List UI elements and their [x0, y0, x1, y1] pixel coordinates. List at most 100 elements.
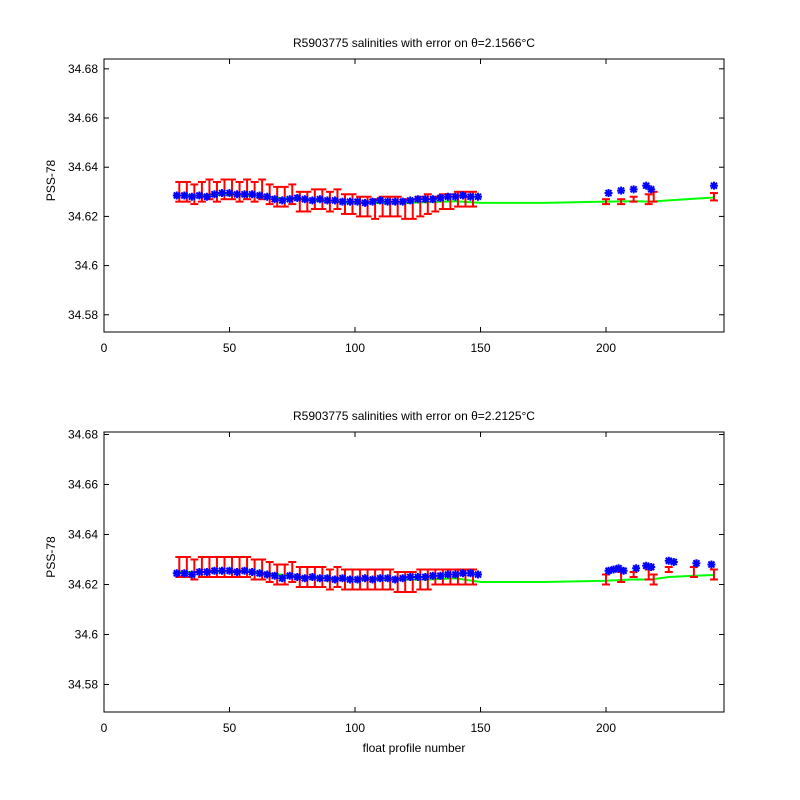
x-tick-label: 100 [345, 341, 365, 355]
plot-content [172, 556, 718, 593]
data-point [391, 197, 400, 206]
x-tick-label: 150 [471, 721, 491, 735]
data-point [255, 569, 264, 578]
data-point [240, 566, 249, 575]
x-tick-label: 50 [223, 721, 237, 735]
data-point [233, 190, 242, 199]
chart-title: R5903775 salinities with error on θ=2.15… [293, 36, 535, 50]
data-point [308, 573, 317, 581]
data-point [474, 570, 483, 579]
data-point [233, 568, 242, 576]
error-bar [629, 195, 638, 203]
chart-panel-2: 0 50 100 150 200 34.58 34.6 34.62 34.64 34.66 34.6… [44, 409, 725, 755]
data-point [368, 197, 377, 206]
y-tick-label: 34.64 [68, 528, 98, 542]
data-point [413, 195, 422, 204]
y-tick-label: 34.58 [68, 678, 98, 692]
data-point [330, 196, 339, 205]
data-point [451, 570, 460, 579]
data-point [202, 568, 211, 576]
data-point [458, 191, 467, 200]
data-point [248, 190, 257, 199]
chart-panel-1: 0 50 100 150 200 34.58 34.6 34.62 34.64 34.66 34.6… [44, 36, 725, 355]
data-point [376, 574, 385, 583]
data-point [632, 564, 641, 573]
data-point [383, 574, 392, 583]
data-point [255, 191, 264, 200]
data-point [709, 181, 718, 190]
y-tick-label: 34.62 [68, 209, 98, 223]
data-point [278, 574, 287, 583]
y-tick-label: 34.6 [75, 628, 99, 642]
data-point [323, 196, 332, 205]
data-point [172, 569, 181, 578]
data-point [187, 192, 196, 201]
data-point [315, 195, 324, 204]
data-point [293, 573, 302, 581]
error-bar [649, 573, 658, 586]
data-point [270, 195, 279, 204]
data-point [285, 195, 294, 204]
data-point [383, 197, 392, 206]
y-tick-label: 34.64 [68, 160, 98, 174]
data-point [421, 573, 430, 581]
data-point [187, 570, 196, 579]
plot-content [172, 178, 718, 220]
y-axis-label: PSS-78 [44, 159, 58, 201]
data-point [270, 571, 279, 580]
data-point [345, 575, 354, 584]
y-tick-label: 34.66 [68, 478, 98, 492]
data-point [458, 569, 467, 578]
data-point [428, 195, 437, 204]
data-point [629, 185, 638, 194]
error-bar [602, 198, 611, 206]
data-point [617, 186, 626, 195]
y-tick-label: 34.6 [75, 259, 99, 273]
data-point [278, 196, 287, 205]
y-axis-label: PSS-78 [44, 536, 58, 578]
data-point [338, 197, 347, 206]
x-tick-label: 50 [223, 341, 237, 355]
data-point [443, 192, 452, 201]
x-tick-label: 100 [345, 721, 365, 735]
error-bar [709, 192, 718, 202]
data-point [180, 191, 189, 200]
error-bar [709, 568, 718, 581]
data-point [398, 197, 407, 206]
data-point [263, 192, 272, 201]
data-point [210, 190, 219, 199]
data-point [293, 193, 302, 202]
data-point [345, 197, 354, 206]
data-point [466, 569, 475, 578]
y-tick-label: 34.62 [68, 578, 98, 592]
data-point [202, 192, 211, 201]
error-bar [644, 193, 653, 206]
data-point [217, 566, 226, 575]
data-point [647, 185, 656, 194]
data-point [361, 574, 370, 583]
data-point [376, 196, 385, 205]
data-point [225, 189, 234, 198]
error-bar [617, 198, 626, 206]
data-point [406, 573, 415, 581]
data-point [225, 566, 234, 575]
data-point [707, 560, 716, 569]
data-point [217, 189, 226, 198]
data-point [361, 198, 370, 207]
data-point [647, 563, 656, 571]
data-point [619, 566, 628, 575]
data-point [413, 573, 422, 581]
data-point [421, 195, 430, 204]
data-point [604, 189, 613, 198]
data-point [195, 568, 204, 576]
y-tick-label: 34.58 [68, 308, 98, 322]
data-point [308, 196, 317, 205]
x-tick-label: 0 [101, 341, 108, 355]
data-point [300, 195, 309, 204]
data-point [436, 571, 445, 580]
data-point [300, 574, 309, 583]
data-point [669, 558, 678, 566]
y-tick-label: 34.68 [68, 62, 98, 76]
data-point [692, 559, 701, 568]
